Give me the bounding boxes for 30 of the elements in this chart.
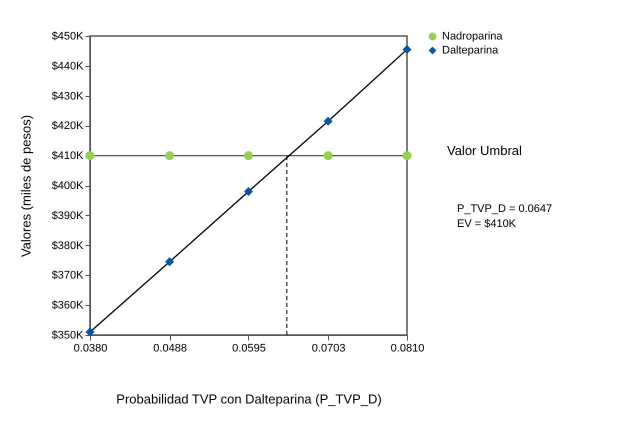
x-tick-label: 0.0380 [74,342,108,354]
x-tick-label: 0.0810 [390,342,424,354]
y-tick-label: $420K [52,120,84,132]
x-tick-label: 0.0488 [153,342,187,354]
point [244,151,253,160]
y-tick-label: $390K [52,210,84,222]
point [402,151,412,160]
y-tick-label: $360K [52,300,84,312]
y-tick-label: $370K [52,270,84,282]
y-axis-title: Valores (miles de pesos) [18,114,34,258]
point [324,151,333,160]
y-tick-label: $350K [52,330,84,342]
y-tick-label: $380K [52,240,84,252]
point [165,151,174,160]
point [402,44,412,54]
point [324,116,333,126]
y-tick-label: $410K [52,150,84,162]
y-tick-label: $430K [52,90,84,102]
text: Valor Umbral [447,143,522,158]
x-axis-title: Probabilidad TVP con Dalteparina (P_TVP_D) [116,392,382,406]
point [244,187,253,196]
legend-label: Dalteparina [442,44,500,56]
legend-label: Nadroparina [442,30,504,42]
y-tick-label: $440K [52,60,84,72]
x-tick-label: 0.0595 [232,342,266,354]
text: P_TVP_D = 0.0647 EV = $410K [457,203,552,230]
x-tick-label: 0.0703 [312,342,346,354]
y-tick-label: $450K [52,30,84,42]
y-tick-label: $400K [52,180,84,192]
point [165,257,174,266]
